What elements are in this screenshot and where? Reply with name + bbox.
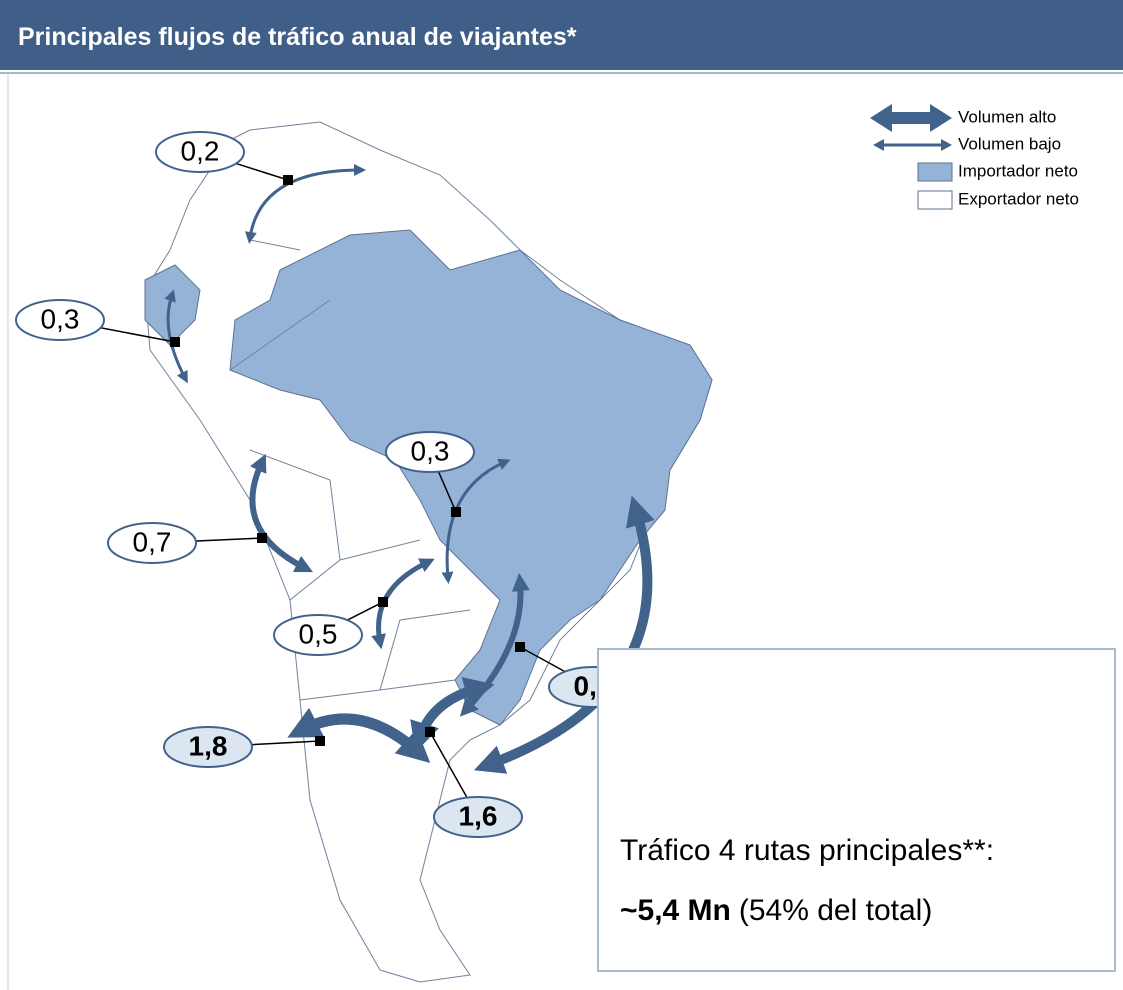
- legend-thin-arrow: [873, 139, 952, 151]
- flow-label: 0,3: [411, 435, 450, 466]
- flow-arrow: [164, 289, 188, 384]
- leader-dot: [425, 727, 435, 737]
- flow-arrow: [244, 164, 366, 244]
- legend-thick-arrow: [870, 104, 952, 132]
- legend: Volumen alto Volumen bajo Importador net…: [870, 104, 1079, 210]
- leader-dot: [378, 597, 388, 607]
- label-bubble: [15, 299, 105, 341]
- label-bubble: [155, 131, 245, 173]
- leader-dot: [451, 507, 461, 517]
- flow-label: 1,8: [189, 730, 228, 761]
- title: Principales flujos de tráfico anual de v…: [18, 23, 577, 51]
- flow-arrow: [441, 458, 511, 584]
- flow-label: 0,7: [133, 526, 172, 557]
- leader-dot: [283, 175, 293, 185]
- summary-bold: ~5,4 Mn: [620, 894, 731, 927]
- flow-arrow: [371, 558, 435, 650]
- summary-line: Tráfico 4 rutas principales**:: [620, 834, 994, 867]
- flow-label: 1,6: [459, 800, 498, 831]
- leader-dot: [257, 533, 267, 543]
- legend-label: Importador neto: [958, 161, 1078, 180]
- legend-swatch: [917, 162, 953, 182]
- leader-dot: [515, 642, 525, 652]
- flow-label: 0,5: [299, 618, 338, 649]
- legend-swatch: [917, 190, 953, 210]
- label-bubble: [433, 796, 523, 838]
- summary-rest: (54% del total): [739, 894, 932, 927]
- summary-line: ~5,4 Mn (54% del total): [620, 894, 932, 927]
- label-bubble: [107, 522, 197, 564]
- label-bubble: [385, 431, 475, 473]
- legend-label: Volumen bajo: [958, 134, 1061, 153]
- leader-dot: [315, 736, 325, 746]
- flow-arrow: [249, 453, 314, 573]
- label-bubble: [273, 614, 363, 656]
- leader-dot: [170, 337, 180, 347]
- label-bubble: [163, 726, 253, 768]
- flow-label: 0,2: [181, 135, 220, 166]
- header-bar: [0, 0, 1123, 70]
- legend-label: Volumen alto: [958, 107, 1056, 126]
- legend-label: Exportador neto: [958, 189, 1079, 208]
- flow-label: 0,3: [41, 303, 80, 334]
- flow-arrow: [287, 707, 431, 764]
- summary-box: [597, 648, 1116, 972]
